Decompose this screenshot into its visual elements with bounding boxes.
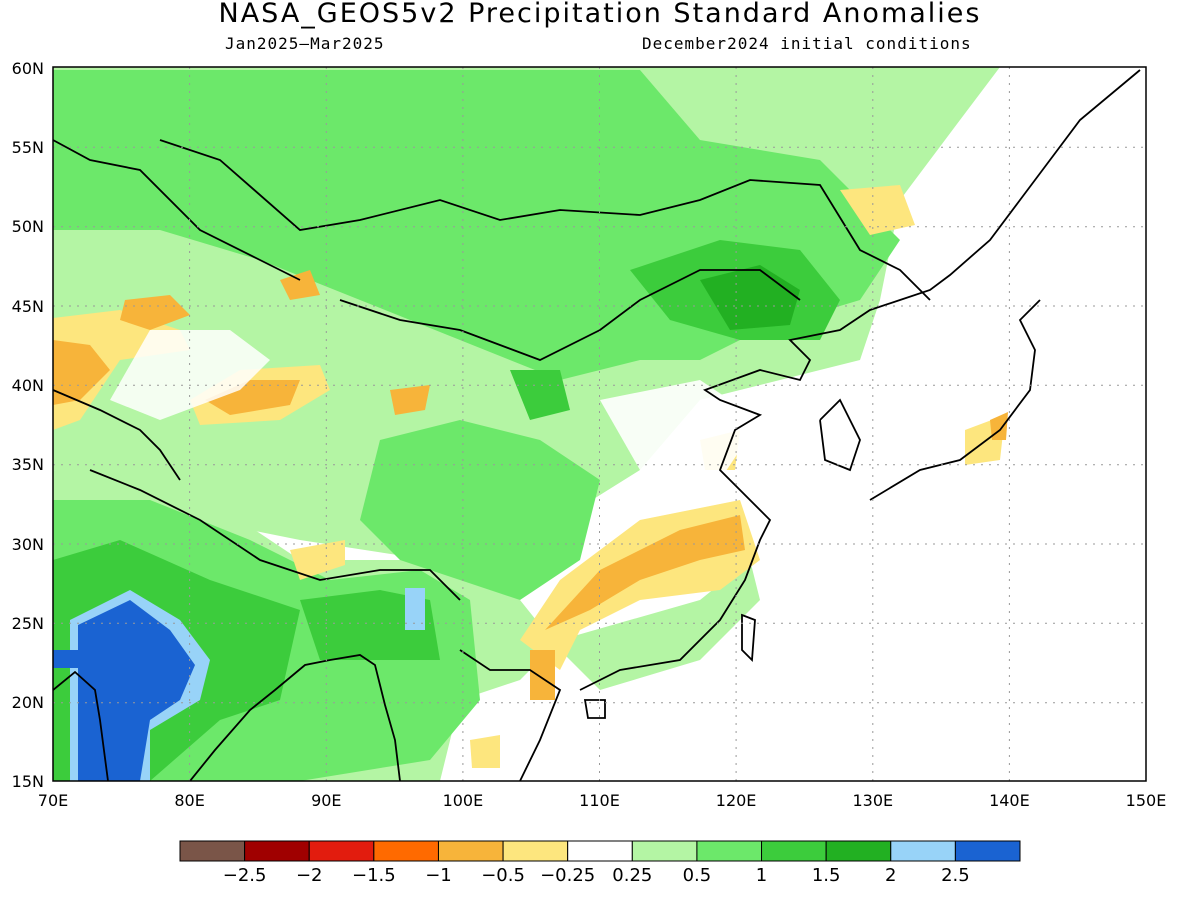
colorbar-label: 1 — [756, 865, 767, 886]
border-central-asia — [53, 389, 181, 481]
forecast-period: Jan2025–Mar2025 — [225, 34, 385, 53]
chart-title: NASA_GEOS5v2 Precipitation Standard Anom… — [218, 0, 982, 29]
border-kazakhstan — [53, 139, 301, 281]
lat-label: 60N — [12, 59, 44, 78]
lat-label: 35N — [12, 455, 44, 474]
anomaly-region-blue-india — [78, 600, 195, 781]
anomaly-region-white-north-china — [600, 380, 760, 480]
colorbar: −2.5 −2 −1.5 −1 −0.5 −0.25 0.25 0.5 1 1.5 2 2.5 — [179, 840, 1021, 886]
lon-label: 120E — [716, 791, 757, 810]
anomaly-region-yellow-gansu — [390, 385, 430, 415]
colorbar-swatch — [244, 840, 310, 862]
anomaly-region-light-blue-myanmar — [405, 588, 425, 630]
colorbar-swatch — [502, 840, 569, 862]
lon-label: 80E — [174, 791, 204, 810]
lat-label: 40N — [12, 376, 44, 395]
colorbar-label: −0.5 — [481, 865, 525, 886]
lon-label: 90E — [311, 791, 341, 810]
lat-axis: 15N 20N 25N 30N 35N 40N 45N 50N 55N 60N — [12, 59, 44, 791]
anomaly-region-yellow-tibet — [290, 540, 345, 580]
anomaly-region-orange-tarim — [205, 380, 300, 415]
anomaly-region-blue-india-west — [53, 650, 80, 668]
anomaly-region-yellow-dzungaria — [280, 270, 320, 300]
colorbar-swatch — [890, 840, 956, 862]
coastlines-borders — [53, 69, 1141, 781]
colorbar-label: 2.5 — [941, 865, 970, 886]
anomaly-region-orange-japan — [990, 412, 1008, 440]
colorbar-label: 2 — [885, 865, 896, 886]
colorbar-swatch — [954, 840, 1021, 862]
anomaly-region-orange-balkhash — [120, 295, 190, 330]
colorbar-swatch — [373, 840, 439, 862]
colorbar-swatch — [825, 840, 892, 862]
colorbar-swatch — [567, 840, 633, 862]
lon-label: 100E — [443, 791, 484, 810]
lat-label: 30N — [12, 535, 44, 554]
lon-label: 150E — [1126, 791, 1167, 810]
border-mongolia-china — [339, 269, 801, 361]
colorbar-swatch — [179, 840, 246, 862]
colorbar-label: 0.5 — [683, 865, 712, 886]
colorbar-swatch — [761, 840, 827, 862]
lat-label: 50N — [12, 217, 44, 236]
coastline-taiwan — [741, 613, 756, 663]
lon-label: 130E — [852, 791, 893, 810]
colorbar-label: 1.5 — [812, 865, 841, 886]
colorbar-label: −1.5 — [352, 865, 396, 886]
coastline-bay-of-bengal — [189, 654, 401, 781]
lat-label: 45N — [12, 297, 44, 316]
lon-label: 70E — [38, 791, 68, 810]
map-frame — [52, 66, 1147, 782]
anomaly-region-yellow-indochina — [470, 735, 500, 768]
lat-label: 15N — [12, 772, 44, 791]
anomaly-region-orange-guangxi — [530, 650, 555, 700]
lat-label: 20N — [12, 693, 44, 712]
lat-label: 25N — [12, 614, 44, 633]
anomaly-region-white-central-asia — [110, 330, 270, 420]
colorbar-label: −1 — [425, 865, 452, 886]
colorbar-label: −2 — [296, 865, 323, 886]
lon-axis: 70E 80E 90E 100E 110E 120E 130E 140E 150… — [38, 791, 1167, 810]
colorbar-swatch — [631, 840, 698, 862]
anomaly-region-green-central — [360, 420, 600, 600]
coastline-india — [53, 670, 109, 781]
anomaly-region-dark-green-central — [510, 370, 570, 420]
border-indochina — [459, 649, 562, 781]
colorbar-swatch — [696, 840, 763, 862]
lat-label: 55N — [12, 138, 44, 157]
border-himalaya — [89, 469, 461, 601]
coastline-japan — [869, 299, 1041, 501]
colorbar-label: 0.25 — [612, 865, 652, 886]
colorbar-swatch — [437, 840, 504, 862]
coastline-hainan — [583, 699, 606, 719]
colorbar-label: −2.5 — [223, 865, 267, 886]
colorbar-swatch — [308, 840, 375, 862]
coastline-china — [579, 69, 1141, 691]
anomaly-region-yellow-manchuria — [840, 185, 915, 235]
coastline-korea — [819, 398, 861, 472]
anomaly-field — [53, 67, 1146, 781]
lon-label: 110E — [579, 791, 620, 810]
lon-label: 140E — [989, 791, 1030, 810]
anomaly-region-orange-kazakhstan — [53, 340, 110, 405]
initial-conditions: December2024 initial conditions — [642, 34, 972, 53]
colorbar-label: −0.25 — [540, 865, 595, 886]
